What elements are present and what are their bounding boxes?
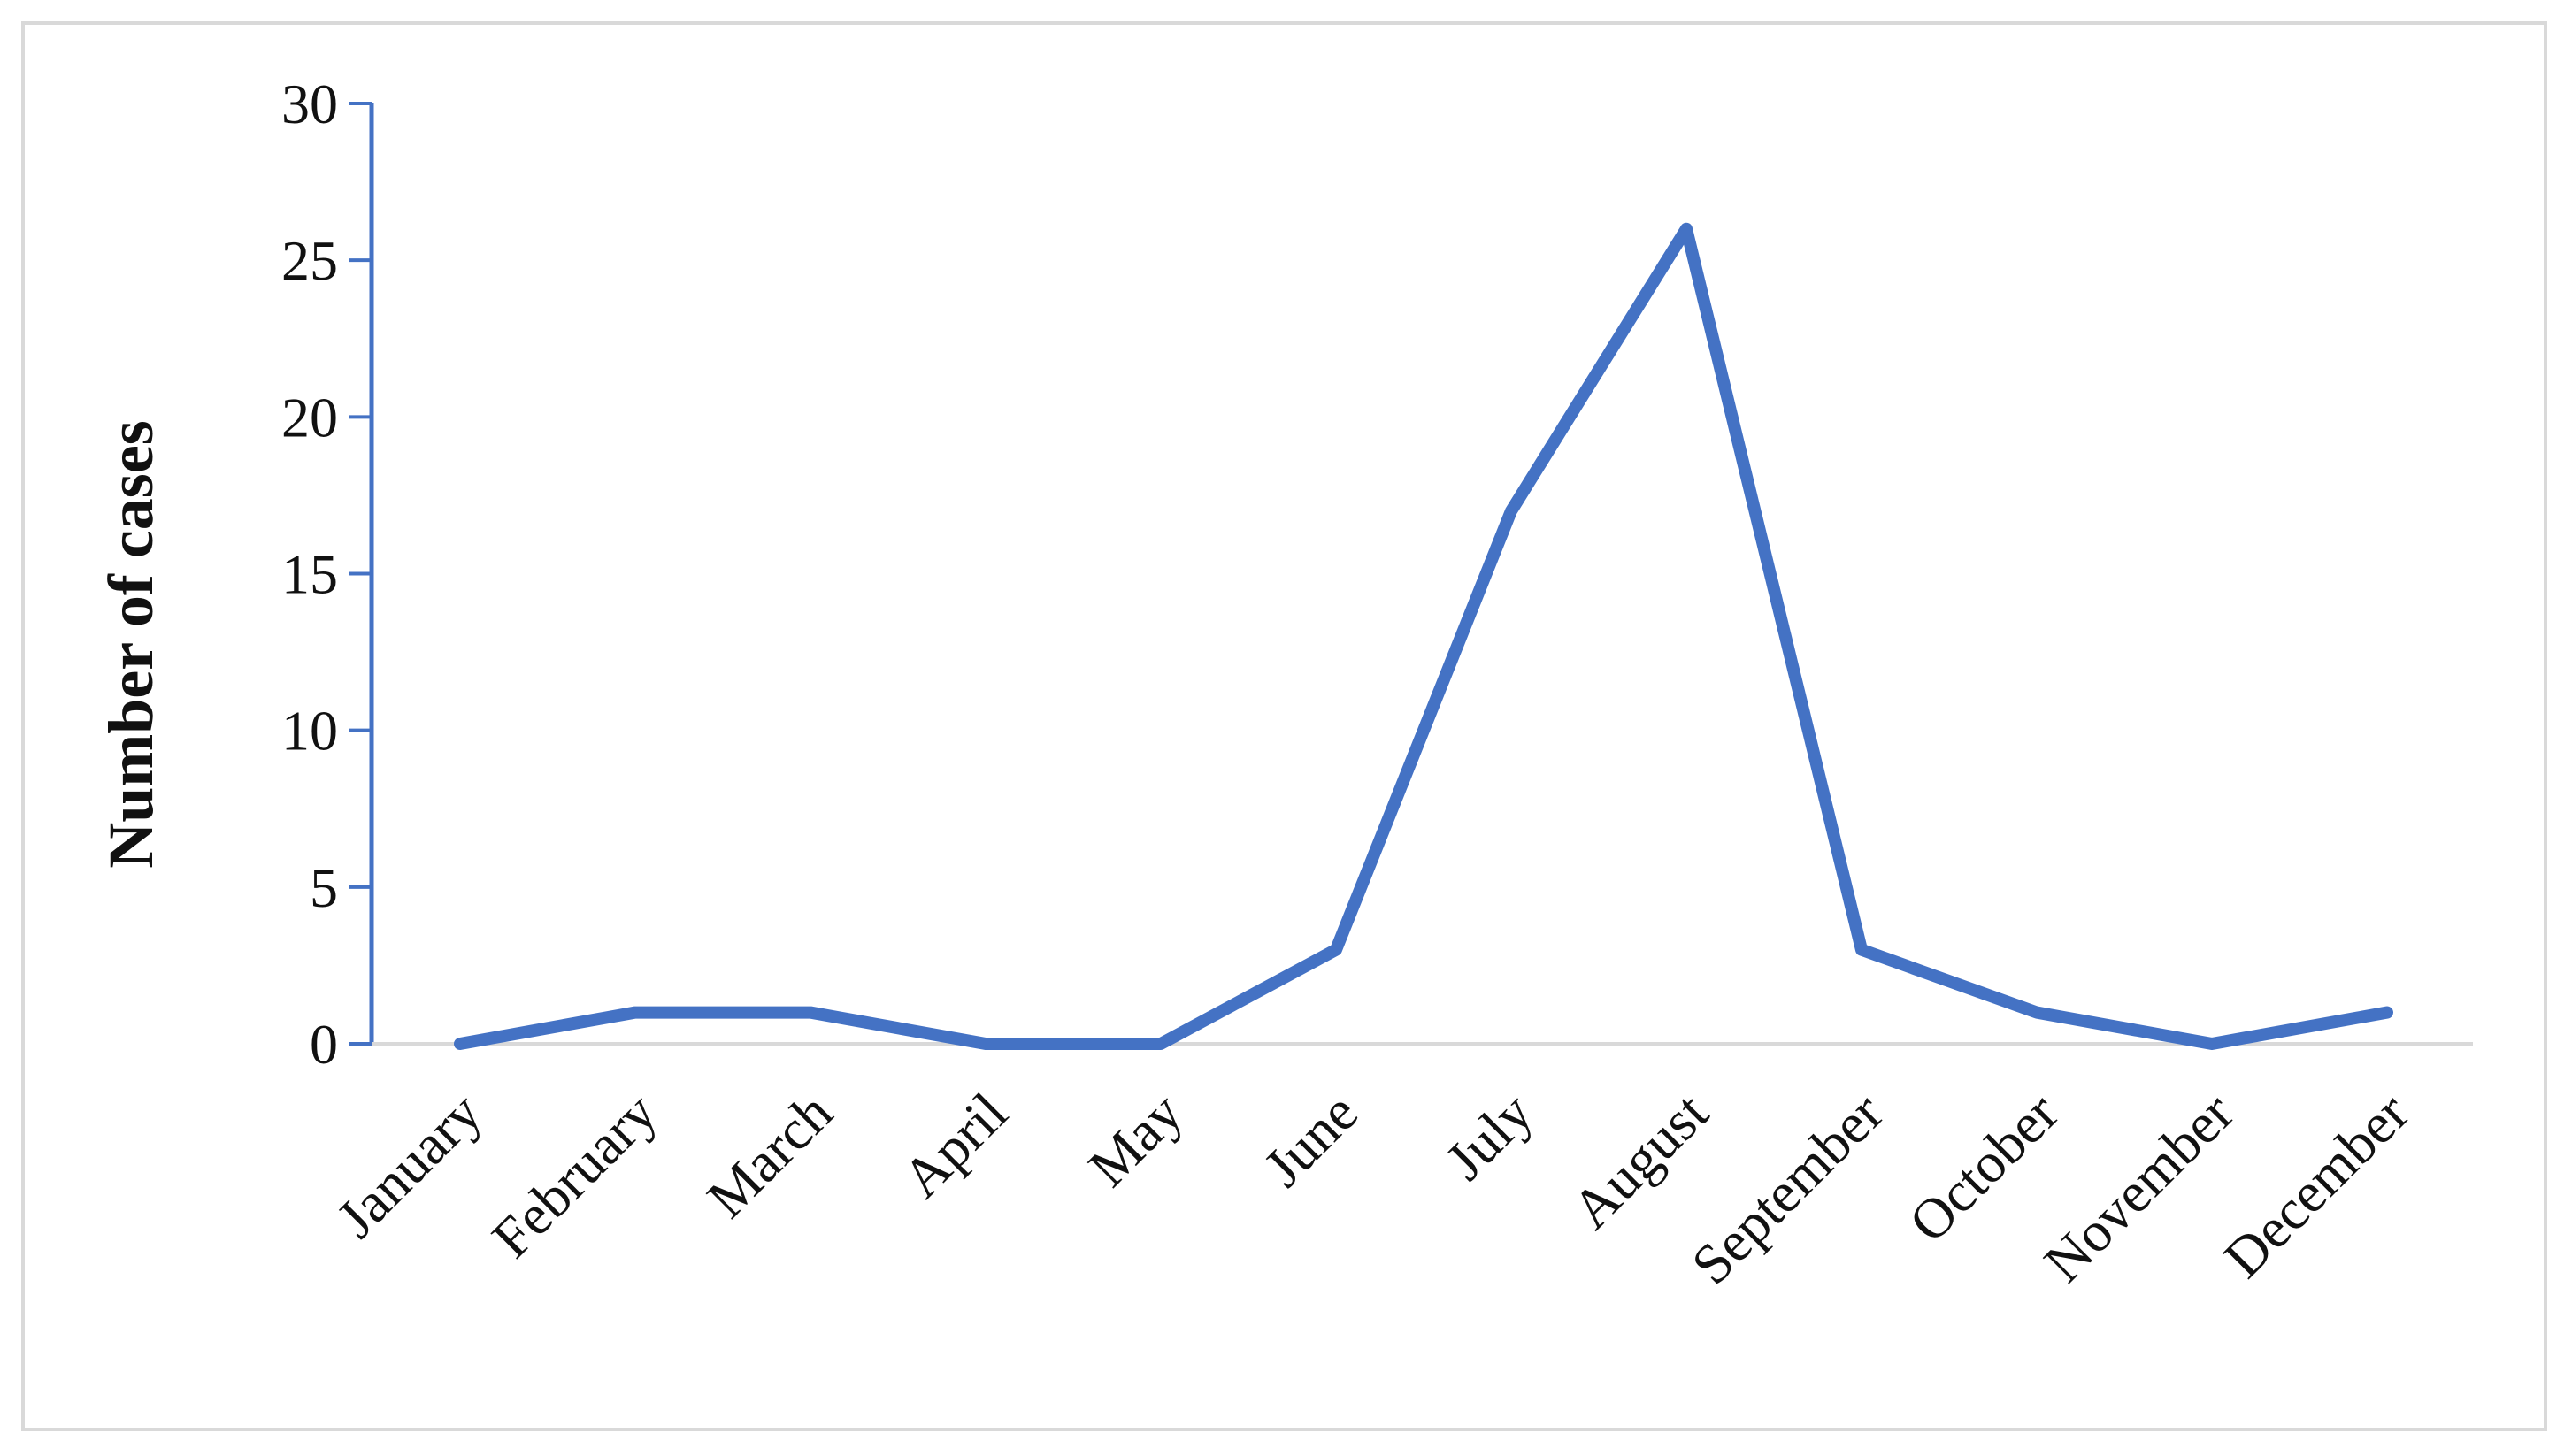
y-tick-label: 30	[281, 73, 338, 135]
x-tick-label: August	[1560, 1081, 1720, 1241]
y-tick-label: 5	[310, 856, 338, 919]
x-tick-label: November	[2032, 1081, 2246, 1294]
x-tick-label: May	[1077, 1081, 1194, 1199]
x-tick-label: January	[325, 1081, 494, 1250]
chart-frame	[21, 21, 2547, 1431]
y-tick-label: 0	[310, 1013, 338, 1076]
y-tick-label: 10	[281, 700, 338, 762]
x-tick-label: April	[890, 1081, 1019, 1210]
x-tick-label: June	[1252, 1081, 1370, 1199]
series-group	[454, 222, 2393, 1050]
y-tick-label: 15	[281, 543, 338, 606]
x-tick-label: July	[1433, 1081, 1545, 1192]
y-tick-labels: 0 5 10 15 20 25 30	[281, 73, 338, 1076]
y-tick-label: 20	[281, 386, 338, 448]
series-line	[454, 222, 2393, 1050]
x-tick-label: March	[695, 1081, 844, 1230]
x-tick-label: October	[1897, 1081, 2070, 1254]
y-axis-title: Number of cases	[96, 420, 166, 869]
x-tick-label: September	[1679, 1081, 1895, 1297]
y-axis	[349, 102, 374, 1046]
y-tick-label: 25	[281, 229, 338, 292]
x-tick-label: December	[2212, 1081, 2421, 1290]
x-tick-label: February	[480, 1081, 669, 1270]
